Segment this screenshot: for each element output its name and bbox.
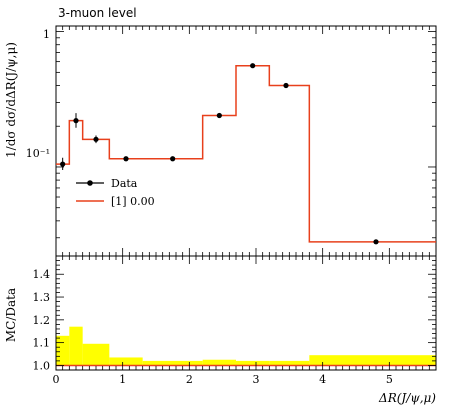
x-tick-label: 2 (186, 373, 193, 386)
x-tick-label: 5 (386, 373, 393, 386)
ratio-plot-marks (56, 326, 436, 367)
ratio-band-bin (109, 357, 143, 366)
legend-data-marker (87, 180, 93, 186)
ratio-y-tick-label: 1.4 (33, 268, 51, 281)
ratio-panel: 1.0 1.1 1.2 1.3 1.4 0 1 2 3 4 5 MC/Data ΔR(J/ψ,μ) (4, 255, 437, 405)
chart-title: 3-muon level (58, 6, 137, 20)
ratio-y-tick-label: 1.2 (33, 314, 51, 327)
ratio-band-bin (69, 326, 83, 366)
ratio-panel-frame (55, 255, 437, 371)
main-y-tick-label: 10⁻¹ (26, 147, 50, 160)
data-point (93, 136, 99, 142)
ratio-band-bin (82, 343, 110, 366)
main-panel-frame (55, 25, 437, 257)
data-point (170, 156, 176, 162)
x-tick-label: 4 (319, 373, 326, 386)
data-point (123, 156, 129, 162)
ratio-band-bin (269, 360, 310, 366)
legend-mc-label: [1] 0.00 (111, 195, 155, 208)
data-point (283, 82, 289, 89)
data-point (250, 63, 256, 69)
main-y-ticks (55, 26, 436, 256)
data-point (216, 112, 222, 119)
ratio-band-bin (309, 355, 436, 366)
x-tick-label: 0 (53, 373, 60, 386)
main-y-axis-label: 1/dσ dσ/dΔR(J/ψ,μ) (4, 42, 18, 158)
ratio-ticks: 1.0 1.1 1.2 1.3 1.4 0 1 2 3 4 5 (33, 255, 436, 386)
ratio-y-axis-label: MC/Data (4, 288, 18, 342)
main-plot-marks (56, 63, 436, 245)
main-y-tick-label: 1 (43, 28, 50, 41)
legend-data-label: Data (111, 177, 138, 190)
x-tick-label: 3 (253, 373, 260, 386)
x-tick-label: 1 (119, 373, 126, 386)
ratio-band-bin (236, 360, 270, 366)
data-point (73, 118, 79, 124)
ratio-band-bin (202, 359, 236, 366)
ratio-band-bin (56, 335, 70, 366)
legend: Data [1] 0.00 (76, 177, 155, 208)
mc-step-line (56, 64, 436, 243)
data-point (373, 239, 379, 245)
ratio-band-bin (142, 360, 203, 366)
ratio-y-tick-label: 1.0 (33, 359, 51, 372)
ratio-y-tick-label: 1.3 (33, 291, 51, 304)
data-point (60, 161, 66, 167)
main-panel: 1 10⁻¹ Data [1] 0.00 1/dσ dσ/dΔR(J/ψ,μ) (4, 25, 437, 257)
ratio-y-tick-label: 1.1 (33, 337, 51, 350)
x-axis-label: ΔR(J/ψ,μ) (378, 391, 436, 405)
